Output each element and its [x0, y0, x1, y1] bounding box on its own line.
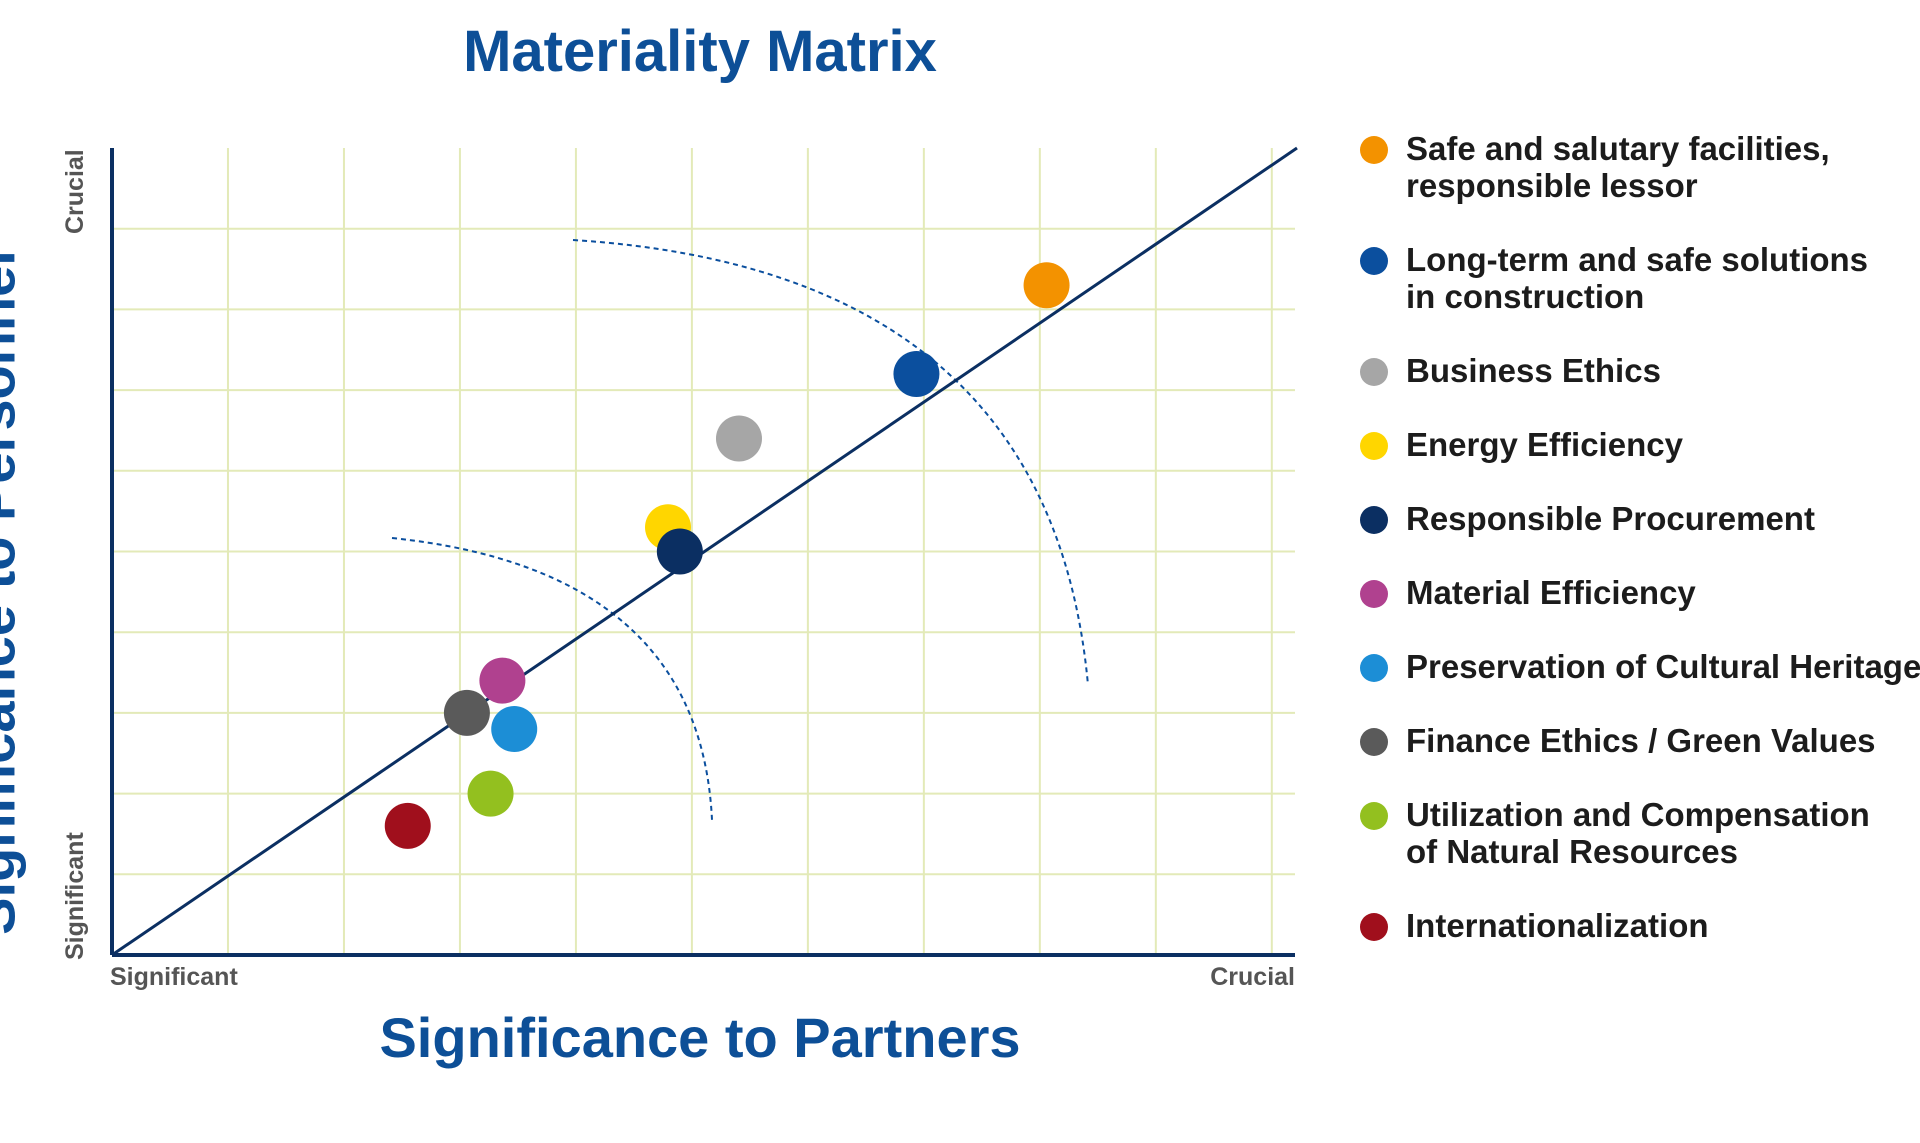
- legend-item: Preservation of Cultural Heritage: [1360, 648, 1920, 685]
- legend-item: Long-term and safe solutions in construct…: [1360, 241, 1920, 315]
- data-point-2: [893, 350, 940, 397]
- data-point-3: [715, 415, 762, 462]
- legend-marker: [1360, 728, 1388, 756]
- legend-label: Business Ethics: [1406, 352, 1661, 389]
- legend-marker: [1360, 358, 1388, 386]
- legend-label: Internationalization: [1406, 907, 1709, 944]
- x-tick-label-significant: Significant: [110, 963, 238, 991]
- data-point-5: [656, 528, 703, 575]
- legend-marker: [1360, 136, 1388, 164]
- legend-label: Finance Ethics / Green Values: [1406, 722, 1876, 759]
- legend-item: Utilization and Compensation of Natural R…: [1360, 796, 1920, 870]
- legend-item: Finance Ethics / Green Values: [1360, 722, 1920, 759]
- legend-label: of Natural Resources: [1406, 833, 1738, 870]
- legend-label: Material Efficiency: [1406, 574, 1696, 611]
- legend-label: Preservation of Cultural Heritage: [1406, 648, 1920, 685]
- data-point-10: [384, 802, 431, 849]
- legend-label: Utilization and Compensation: [1406, 796, 1870, 833]
- legend: Safe and salutary facilities, responsible…: [1360, 130, 1920, 981]
- legend-label: Energy Efficiency: [1406, 426, 1683, 463]
- diagonal-line: [111, 146, 1298, 957]
- legend-marker: [1360, 802, 1388, 830]
- legend-label: Responsible Procurement: [1406, 500, 1815, 537]
- x-axis-title: Significance to Partners: [379, 1006, 1021, 1069]
- data-point-7: [491, 706, 538, 753]
- legend-marker: [1360, 913, 1388, 941]
- legend-marker: [1360, 654, 1388, 682]
- legend-marker: [1360, 432, 1388, 460]
- legend-label: Safe and salutary facilities,: [1406, 130, 1830, 167]
- legend-item: Internationalization: [1360, 907, 1920, 944]
- threshold-arc-low: [391, 537, 713, 821]
- plot-area: [110, 146, 1298, 957]
- y-axis-title: Significance to Personnel: [0, 250, 27, 935]
- legend-label: Long-term and safe solutions: [1406, 241, 1869, 278]
- legend-marker: [1360, 580, 1388, 608]
- legend-item: Responsible Procurement: [1360, 500, 1920, 537]
- chart-title: Materiality Matrix: [463, 19, 937, 84]
- legend-marker: [1360, 506, 1388, 534]
- materiality-chart: Materiality Matrix Significance to Perso…: [0, 19, 1920, 1069]
- legend-label: responsible lessor: [1406, 167, 1698, 204]
- legend-item: Safe and salutary facilities, responsible…: [1360, 130, 1920, 204]
- data-point-1: [1023, 262, 1070, 309]
- data-point-9: [467, 770, 514, 817]
- y-tick-label-crucial: Crucial: [61, 149, 89, 234]
- data-point-6: [479, 657, 526, 704]
- legend-label: in construction: [1406, 278, 1645, 315]
- legend-item: Energy Efficiency: [1360, 426, 1920, 463]
- x-tick-label-crucial: Crucial: [1210, 963, 1295, 991]
- threshold-arc-high: [572, 239, 1089, 686]
- legend-item: Material Efficiency: [1360, 574, 1920, 611]
- y-tick-label-significant: Significant: [61, 832, 89, 960]
- legend-item: Business Ethics: [1360, 352, 1920, 389]
- legend-marker: [1360, 247, 1388, 275]
- data-point-8: [443, 689, 490, 736]
